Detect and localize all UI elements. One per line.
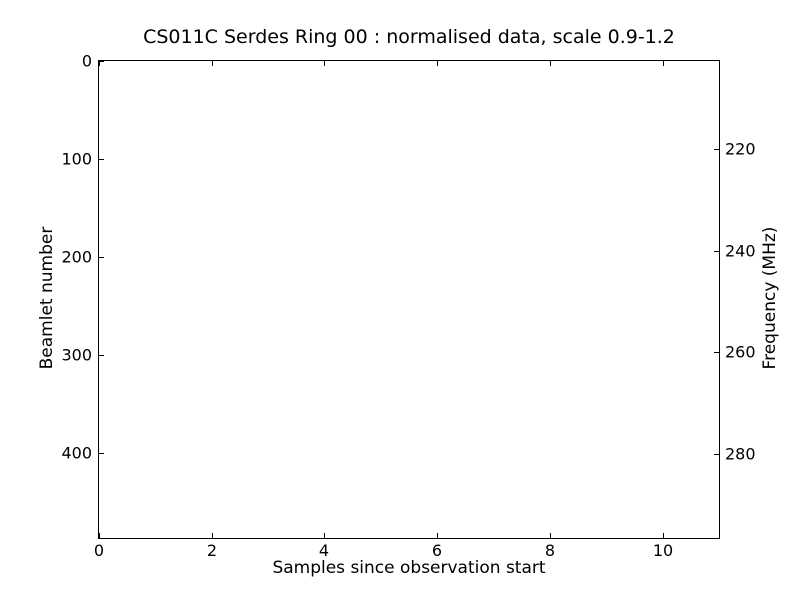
y-tick-mark-left <box>99 61 104 62</box>
y-axis-label-left: Beamlet number <box>37 226 57 370</box>
y-tick-mark-right <box>714 352 719 353</box>
y-tick-label-left: 400 <box>61 443 92 463</box>
x-axis-label: Samples since observation start <box>272 558 546 578</box>
y-tick-label-right: 260 <box>725 342 756 362</box>
x-tick-label: 4 <box>318 541 330 560</box>
x-tick-label: 6 <box>431 541 443 560</box>
x-tick-mark-bottom <box>212 533 213 538</box>
y-axis-label-right: Frequency (MHz) <box>760 226 780 370</box>
x-tick-mark-bottom <box>550 533 551 538</box>
x-tick-mark-top <box>663 61 664 66</box>
x-tick-mark-top <box>212 61 213 66</box>
x-tick-label: 2 <box>206 541 218 560</box>
y-tick-label-left: 100 <box>61 149 92 169</box>
y-tick-label-right: 220 <box>725 139 756 159</box>
y-tick-mark-right <box>714 149 719 150</box>
y-tick-label-right: 240 <box>725 241 756 261</box>
x-tick-mark-top <box>550 61 551 66</box>
x-tick-mark-bottom <box>99 533 100 538</box>
x-tick-mark-top <box>437 61 438 66</box>
plot-area <box>98 60 720 539</box>
x-tick-label: 10 <box>652 541 674 560</box>
y-tick-mark-left <box>99 453 104 454</box>
y-tick-label-left: 200 <box>61 247 92 267</box>
x-tick-label: 0 <box>93 541 105 560</box>
y-tick-label-left: 0 <box>81 51 92 71</box>
y-tick-mark-left <box>99 355 104 356</box>
x-tick-mark-top <box>324 61 325 66</box>
y-tick-label-right: 280 <box>725 444 756 464</box>
y-tick-mark-left <box>99 159 104 160</box>
x-tick-mark-bottom <box>437 533 438 538</box>
y-tick-label-left: 300 <box>61 345 92 365</box>
x-tick-mark-bottom <box>324 533 325 538</box>
y-tick-mark-right <box>714 454 719 455</box>
x-tick-mark-top <box>99 61 100 66</box>
chart-title: CS011C Serdes Ring 00 : normalised data,… <box>143 26 675 48</box>
x-tick-mark-bottom <box>663 533 664 538</box>
y-tick-mark-left <box>99 257 104 258</box>
x-tick-label: 8 <box>544 541 556 560</box>
y-tick-mark-right <box>714 251 719 252</box>
